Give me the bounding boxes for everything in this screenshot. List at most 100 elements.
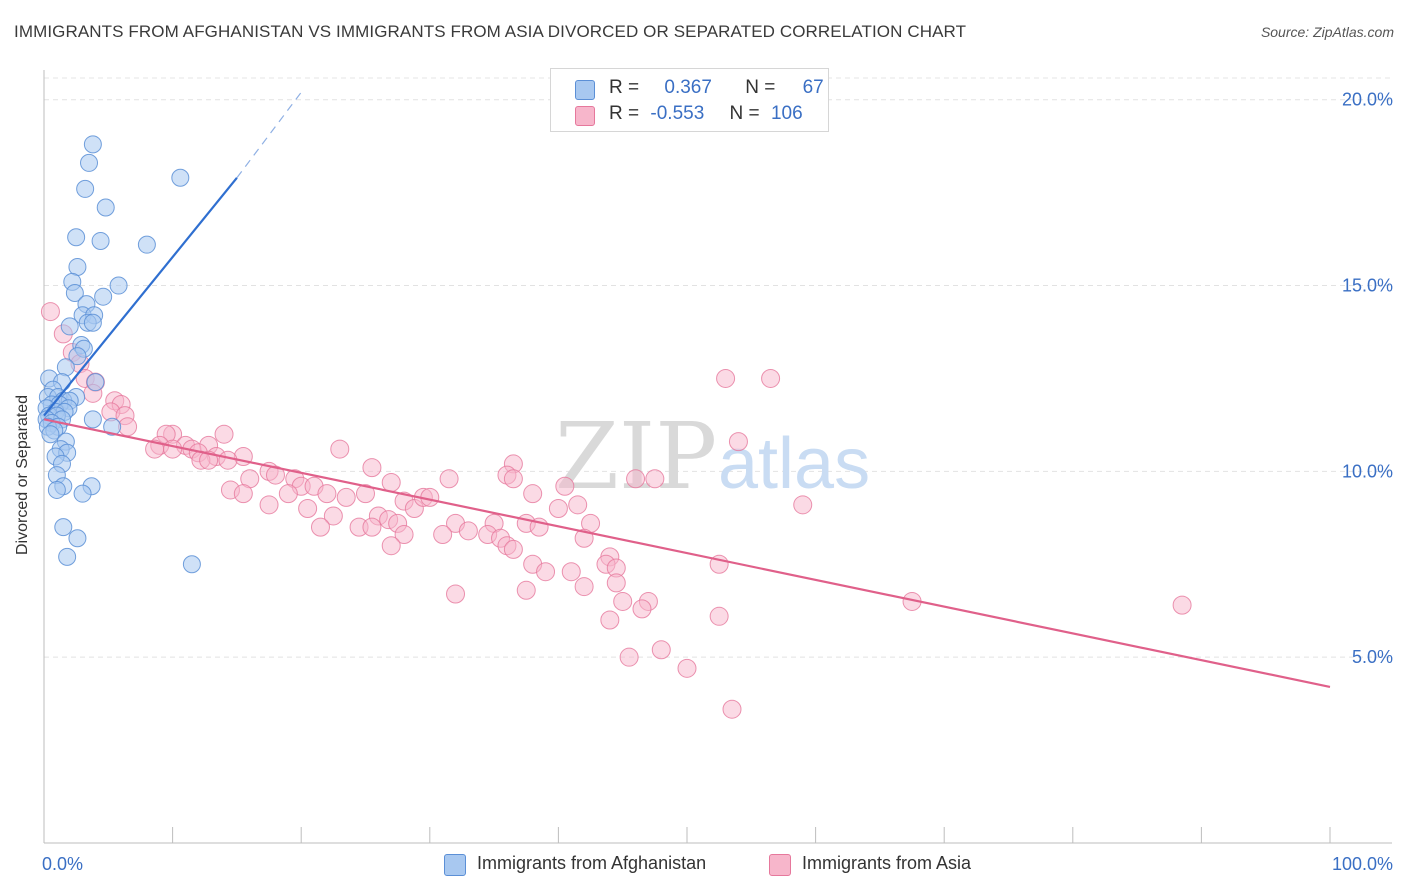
data-point-asia bbox=[362, 517, 382, 537]
data-point-asia bbox=[613, 591, 633, 611]
data-point-afghanistan bbox=[137, 235, 156, 254]
data-point-afghanistan bbox=[83, 313, 102, 332]
data-point-afghanistan bbox=[41, 425, 60, 444]
y-tick-label: 5.0% bbox=[1352, 647, 1393, 667]
legend-n-value: 67 bbox=[802, 77, 824, 98]
legend-swatch-afghanistan bbox=[444, 854, 466, 876]
data-point-asia bbox=[356, 484, 375, 504]
legend-n-label: N = bbox=[745, 77, 776, 98]
data-point-asia bbox=[310, 517, 330, 537]
series-afghanistan-points bbox=[37, 135, 201, 574]
data-point-asia bbox=[458, 521, 478, 541]
data-point-asia bbox=[381, 536, 401, 556]
data-point-afghanistan bbox=[103, 417, 122, 436]
data-point-asia bbox=[214, 424, 234, 444]
legend-label-afghanistan: Immigrants from Afghanistan bbox=[477, 853, 707, 873]
data-point-afghanistan bbox=[171, 168, 190, 187]
y-tick-label: 20.0% bbox=[1342, 90, 1393, 110]
legend-r-value: 0.367 bbox=[664, 77, 712, 98]
data-point-asia bbox=[523, 484, 543, 504]
trend-line-afghanistan bbox=[43, 177, 238, 417]
data-point-asia bbox=[709, 606, 729, 626]
data-point-afghanistan bbox=[65, 283, 84, 302]
legend-r-value: -0.553 bbox=[650, 103, 705, 124]
data-point-asia bbox=[298, 499, 318, 519]
data-point-afghanistan bbox=[67, 228, 86, 247]
x-tick-label: 0.0% bbox=[42, 854, 83, 874]
data-point-asia bbox=[394, 525, 414, 545]
data-point-afghanistan bbox=[109, 276, 128, 295]
data-point-asia bbox=[323, 506, 343, 526]
source-label: Source: ZipAtlas.com bbox=[1260, 24, 1394, 40]
data-point-asia bbox=[568, 495, 588, 515]
data-point-asia bbox=[728, 432, 748, 452]
data-point-asia bbox=[632, 599, 652, 619]
data-point-asia bbox=[677, 658, 697, 678]
data-point-afghanistan bbox=[76, 179, 95, 198]
data-point-afghanistan bbox=[60, 317, 79, 336]
data-point-asia bbox=[503, 539, 523, 559]
data-point-asia bbox=[446, 584, 466, 604]
data-point-afghanistan bbox=[54, 518, 73, 537]
axes bbox=[43, 70, 1392, 844]
legend-r-label: R = bbox=[609, 77, 640, 98]
data-point-asia bbox=[265, 465, 285, 485]
data-point-afghanistan bbox=[83, 410, 102, 429]
data-point-asia bbox=[40, 302, 60, 322]
data-point-afghanistan bbox=[68, 347, 87, 366]
data-point-asia bbox=[716, 368, 736, 388]
data-point-asia bbox=[516, 580, 536, 600]
trend-lines bbox=[43, 91, 1331, 688]
y-tick-label: 15.0% bbox=[1342, 276, 1393, 296]
data-point-asia bbox=[278, 484, 298, 504]
data-point-asia bbox=[163, 439, 183, 459]
watermark-zip: ZIP bbox=[555, 403, 717, 510]
data-point-asia bbox=[336, 487, 356, 507]
data-point-afghanistan bbox=[91, 231, 110, 250]
data-point-afghanistan bbox=[68, 529, 87, 548]
data-point-asia bbox=[218, 450, 238, 470]
legend-swatch-afghanistan bbox=[575, 80, 595, 100]
data-point-afghanistan bbox=[182, 555, 201, 574]
data-point-afghanistan bbox=[73, 484, 92, 503]
data-point-asia bbox=[555, 476, 575, 496]
data-point-afghanistan bbox=[47, 480, 66, 499]
data-point-asia bbox=[793, 495, 813, 515]
data-point-asia bbox=[561, 562, 581, 582]
data-point-asia bbox=[645, 469, 665, 489]
data-point-asia bbox=[439, 469, 459, 489]
data-point-asia bbox=[761, 368, 781, 388]
data-point-asia bbox=[536, 562, 556, 582]
y-axis-label: Divorced or Separated bbox=[14, 394, 31, 555]
data-point-afghanistan bbox=[96, 198, 115, 217]
data-point-afghanistan bbox=[58, 547, 77, 566]
data-point-afghanistan bbox=[56, 358, 75, 377]
data-point-asia bbox=[233, 484, 253, 504]
data-point-asia bbox=[548, 499, 568, 519]
data-point-afghanistan bbox=[80, 153, 99, 172]
data-point-asia bbox=[259, 495, 279, 515]
x-tick-label: 100.0% bbox=[1332, 854, 1393, 874]
data-point-asia bbox=[722, 699, 742, 719]
data-point-asia bbox=[606, 573, 626, 593]
data-point-afghanistan bbox=[94, 287, 113, 306]
data-point-asia bbox=[574, 577, 594, 597]
data-point-asia bbox=[651, 640, 671, 660]
data-point-asia bbox=[619, 647, 639, 667]
legend-r-label: R = bbox=[609, 103, 640, 124]
data-point-afghanistan bbox=[86, 373, 105, 392]
data-point-asia bbox=[330, 439, 350, 459]
data-point-asia bbox=[626, 469, 646, 489]
trend-line-afghanistan-extension bbox=[236, 91, 302, 179]
legend-n-label: N = bbox=[729, 103, 760, 124]
data-point-asia bbox=[118, 417, 138, 437]
chart-title: IMMIGRANTS FROM AFGHANISTAN VS IMMIGRANT… bbox=[14, 22, 967, 41]
series-asia-points bbox=[40, 90, 1192, 719]
legend-label-asia: Immigrants from Asia bbox=[802, 853, 972, 873]
data-point-asia bbox=[600, 610, 620, 630]
legend-swatch-asia bbox=[575, 106, 595, 126]
data-point-asia bbox=[199, 450, 219, 470]
y-tick-label: 10.0% bbox=[1342, 461, 1393, 481]
legend-swatch-asia bbox=[769, 854, 791, 876]
